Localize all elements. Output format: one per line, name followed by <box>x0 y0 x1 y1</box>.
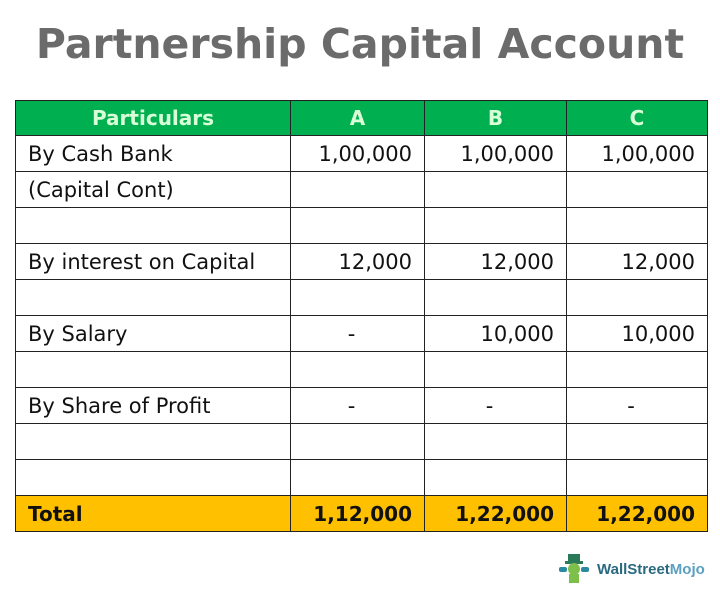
particulars-cell <box>15 459 291 496</box>
column-header: A <box>290 100 425 136</box>
particulars-cell: By Cash Bank <box>15 135 291 172</box>
table-row <box>15 351 708 388</box>
amount-cell <box>424 423 567 460</box>
amount-cell <box>424 171 567 208</box>
amount-cell <box>424 207 567 244</box>
amount-cell <box>290 351 425 388</box>
amount-cell: 1,12,000 <box>290 495 425 532</box>
amount-cell <box>566 423 708 460</box>
amount-cell <box>290 279 425 316</box>
amount-cell <box>424 351 567 388</box>
logo-text-wallstreet: WallStreet <box>597 560 670 578</box>
logo-text-mojo: Mojo <box>669 560 705 578</box>
amount-cell <box>566 171 708 208</box>
table-row: By Cash Bank 1,00,000 1,00,000 1,00,000 <box>15 135 708 172</box>
header-row: Particulars A B C <box>15 100 708 136</box>
amount-cell: - <box>290 315 425 352</box>
amount-cell: - <box>566 387 708 424</box>
mojo-mascot-icon <box>559 554 589 583</box>
particulars-cell <box>15 207 291 244</box>
table-row: By Salary -10,000 10,000 <box>15 315 708 352</box>
table-row <box>15 207 708 244</box>
amount-cell <box>566 279 708 316</box>
amount-cell: 1,22,000 <box>424 495 567 532</box>
amount-cell <box>290 207 425 244</box>
amount-cell: 1,22,000 <box>566 495 708 532</box>
amount-cell: 10,000 <box>424 315 567 352</box>
table-row: By interest on Capital 12,000 12,000 12,000 <box>15 243 708 280</box>
amount-cell: 1,00,000 <box>424 135 567 172</box>
table-row <box>15 423 708 460</box>
amount-cell: 1,00,000 <box>290 135 425 172</box>
amount-cell <box>290 423 425 460</box>
particulars-cell <box>15 423 291 460</box>
table-row: By Share of Profit - - - <box>15 387 708 424</box>
particulars-cell: By interest on Capital <box>15 243 291 280</box>
amount-cell <box>290 171 425 208</box>
amount-cell: 1,00,000 <box>566 135 708 172</box>
particulars-cell: Total <box>15 495 291 532</box>
column-header: C <box>566 100 708 136</box>
amount-cell: - <box>290 387 425 424</box>
amount-cell: 12,000 <box>566 243 708 280</box>
column-header: Particulars <box>15 100 291 136</box>
table-row <box>15 279 708 316</box>
amount-cell <box>424 279 567 316</box>
amount-cell <box>424 459 567 496</box>
amount-cell: - <box>424 387 567 424</box>
particulars-cell <box>15 279 291 316</box>
particulars-cell: (Capital Cont) <box>15 171 291 208</box>
total-row: Total 1,12,000 1,22,000 1,22,000 <box>15 495 708 532</box>
wallstreetmojo-logo: WallStreetMojo <box>557 552 705 586</box>
capital-account-table: Particulars A B C By Cash Bank 1,00,000 1,00,… <box>15 100 708 532</box>
amount-cell <box>566 459 708 496</box>
column-header: B <box>424 100 567 136</box>
page-title: Partnership Capital Account <box>35 20 685 68</box>
particulars-cell: By Salary <box>15 315 291 352</box>
amount-cell: 12,000 <box>424 243 567 280</box>
amount-cell: 10,000 <box>566 315 708 352</box>
table-row: (Capital Cont) <box>15 171 708 208</box>
particulars-cell <box>15 351 291 388</box>
particulars-cell: By Share of Profit <box>15 387 291 424</box>
amount-cell <box>290 459 425 496</box>
amount-cell <box>566 207 708 244</box>
table-row <box>15 459 708 496</box>
amount-cell: 12,000 <box>290 243 425 280</box>
amount-cell <box>566 351 708 388</box>
